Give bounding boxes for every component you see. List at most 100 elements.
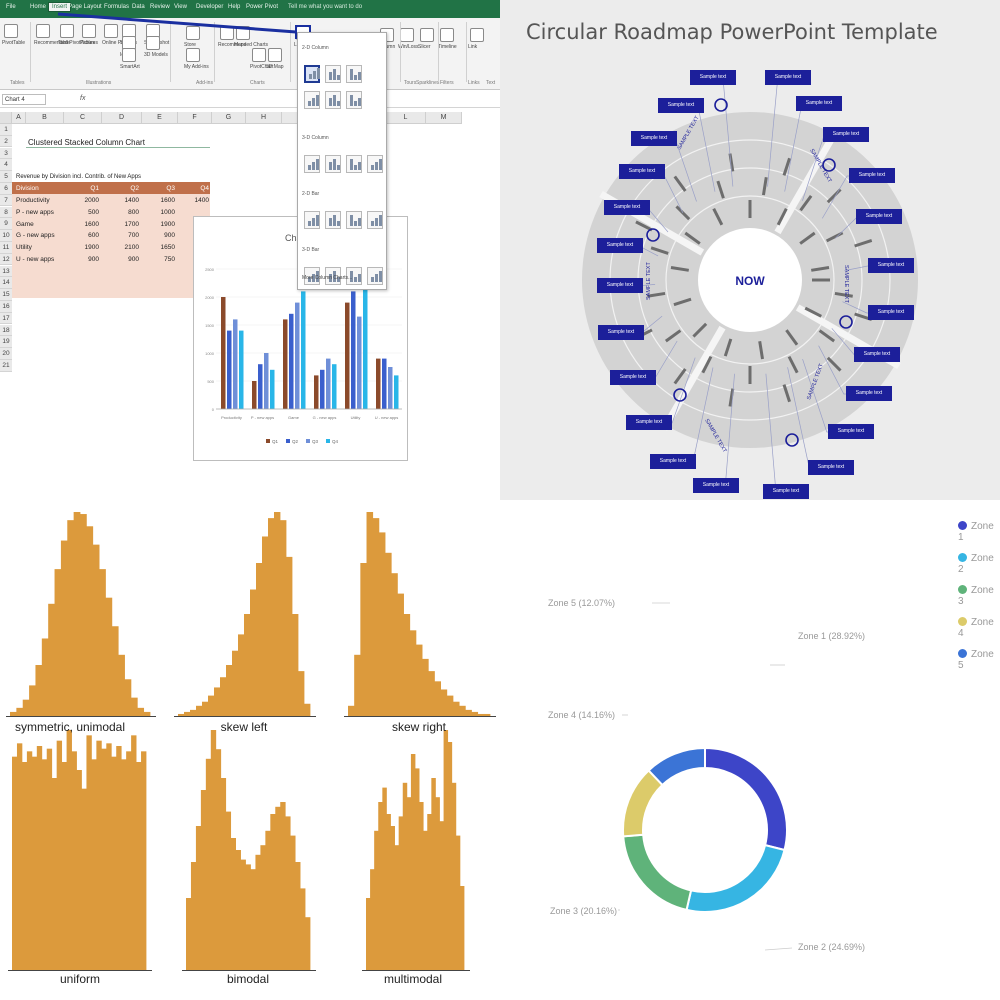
table-header-cell[interactable]: Q2 <box>130 185 139 192</box>
name-box[interactable]: Chart 4 <box>2 94 46 105</box>
table-cell[interactable]: G - new apps <box>16 232 55 240</box>
ribbon-3d-models-icon[interactable] <box>146 36 160 50</box>
table-cell[interactable]: Productivity <box>16 197 50 204</box>
row-header-5[interactable]: 5 <box>0 171 12 183</box>
table-cell[interactable]: 600 <box>88 232 99 240</box>
row-header-11[interactable]: 11 <box>0 242 12 254</box>
chart-type-option-icon[interactable] <box>325 155 341 173</box>
tab-formulas[interactable]: Formulas <box>104 4 130 10</box>
roadmap-text-box[interactable]: Sample text <box>765 70 811 85</box>
roadmap-text-box[interactable]: Sample text <box>597 238 643 253</box>
chart-type-option-icon[interactable] <box>304 65 320 83</box>
chart-type-option-icon[interactable] <box>304 211 320 229</box>
row-header-20[interactable]: 20 <box>0 348 12 360</box>
row-header-1[interactable]: 1 <box>0 124 12 136</box>
table-cell[interactable]: 2100 <box>124 244 139 252</box>
roadmap-text-box[interactable]: Sample text <box>868 258 914 273</box>
table-cell[interactable]: 900 <box>88 256 99 263</box>
row-header-2[interactable]: 2 <box>0 135 12 148</box>
table-cell[interactable]: 1900 <box>160 220 175 228</box>
tab-insert[interactable]: Insert <box>48 2 72 12</box>
table-header-cell[interactable]: Q4 <box>200 185 209 192</box>
table-cell[interactable]: U - new apps <box>16 256 55 263</box>
tell-me-search[interactable]: Tell me what you want to do <box>288 4 363 10</box>
roadmap-text-box[interactable]: Sample text <box>598 325 644 340</box>
chart-type-option-icon[interactable] <box>304 155 320 173</box>
row-header-16[interactable]: 16 <box>0 301 12 313</box>
table-header-cell[interactable]: Division <box>16 185 39 192</box>
chart-type-option-icon[interactable] <box>346 91 362 109</box>
row-header-18[interactable]: 18 <box>0 324 12 337</box>
table-header-cell[interactable]: Q1 <box>90 185 99 192</box>
select-all-corner[interactable] <box>0 112 12 124</box>
column-header-F[interactable]: F <box>178 112 212 124</box>
table-cell[interactable]: Game <box>16 220 34 228</box>
chart-type-option-icon[interactable] <box>325 267 341 285</box>
roadmap-text-box[interactable]: Sample text <box>597 278 643 293</box>
legend-item-zone-1[interactable]: Zone 1 <box>958 521 1000 543</box>
tab-data[interactable]: Data <box>132 4 145 10</box>
column-header-E[interactable]: E <box>142 112 178 124</box>
table-cell[interactable]: Utility <box>16 244 32 252</box>
ribbon-recommended-charts-icon[interactable] <box>220 26 234 40</box>
ribbon-pivottable-icon[interactable] <box>4 24 18 38</box>
ribbon-my-add-ins-icon[interactable] <box>186 48 200 62</box>
roadmap-text-box[interactable]: Sample text <box>828 424 874 439</box>
ribbon-3d-map-icon[interactable] <box>268 48 282 62</box>
column-header-A[interactable]: A <box>12 112 26 124</box>
table-cell[interactable]: 1700 <box>124 220 139 228</box>
table-cell[interactable]: 1400 <box>194 197 209 204</box>
roadmap-text-box[interactable]: Sample text <box>854 347 900 362</box>
row-header-12[interactable]: 12 <box>0 253 12 266</box>
ribbon-recommended-pivottables-icon[interactable] <box>36 24 50 38</box>
table-cell[interactable]: 900 <box>128 256 139 263</box>
chart-type-option-icon[interactable] <box>304 267 320 285</box>
ribbon-maps-icon[interactable] <box>236 26 250 40</box>
table-cell[interactable]: 1600 <box>84 220 99 228</box>
tab-file[interactable]: File <box>6 4 16 10</box>
tab-view[interactable]: View <box>174 4 187 10</box>
legend-item-zone-4[interactable]: Zone 4 <box>958 617 1000 639</box>
tab-power-pivot[interactable]: Power Pivot <box>246 4 279 10</box>
row-header-4[interactable]: 4 <box>0 159 12 171</box>
ribbon-pictures-icon[interactable] <box>82 24 96 38</box>
ribbon-store-icon[interactable] <box>186 26 200 40</box>
ribbon-pivotchart-icon[interactable] <box>252 48 266 62</box>
roadmap-text-box[interactable]: Sample text <box>796 96 842 111</box>
chart-type-option-icon[interactable] <box>346 155 362 173</box>
roadmap-text-box[interactable]: Sample text <box>631 131 677 146</box>
table-cell[interactable]: 800 <box>128 208 139 216</box>
table-cell[interactable]: 500 <box>88 208 99 216</box>
chart-type-option-icon[interactable] <box>346 65 362 83</box>
roadmap-text-box[interactable]: Sample text <box>650 454 696 469</box>
column-header-M[interactable]: M <box>426 112 462 124</box>
row-header-14[interactable]: 14 <box>0 277 12 289</box>
chart-type-option-icon[interactable] <box>325 65 341 83</box>
roadmap-text-box[interactable]: Sample text <box>856 209 902 224</box>
chart-type-option-icon[interactable] <box>367 267 383 285</box>
roadmap-text-box[interactable]: Sample text <box>604 200 650 215</box>
chart-type-option-icon[interactable] <box>346 211 362 229</box>
table-cell[interactable]: 1900 <box>84 244 99 252</box>
row-header-6[interactable]: 6 <box>0 183 12 195</box>
roadmap-text-box[interactable]: Sample text <box>626 415 672 430</box>
legend-item-zone-5[interactable]: Zone 5 <box>958 649 1000 671</box>
table-cell[interactable]: 1600 <box>160 197 175 204</box>
column-header-B[interactable]: B <box>26 112 64 124</box>
roadmap-text-box[interactable]: Sample text <box>658 98 704 113</box>
tab-help[interactable]: Help <box>228 4 241 10</box>
table-cell[interactable]: 700 <box>128 232 139 240</box>
more-column-charts-link[interactable]: More Column Charts... <box>302 275 353 281</box>
ribbon-link-icon[interactable] <box>470 28 484 42</box>
row-header-19[interactable]: 19 <box>0 336 12 348</box>
tab-review[interactable]: Review <box>150 4 170 10</box>
table-header-cell[interactable]: Q3 <box>166 185 175 192</box>
tab-home[interactable]: Home <box>30 4 47 10</box>
ribbon-table-icon[interactable] <box>60 24 74 38</box>
table-cell[interactable]: 1650 <box>160 244 175 252</box>
row-header-7[interactable]: 7 <box>0 194 12 207</box>
chart-type-option-icon[interactable] <box>325 211 341 229</box>
sheet-title-cell[interactable]: Clustered Stacked Column Chart <box>28 138 145 147</box>
column-header-D[interactable]: D <box>102 112 142 124</box>
row-header-17[interactable]: 17 <box>0 312 12 325</box>
